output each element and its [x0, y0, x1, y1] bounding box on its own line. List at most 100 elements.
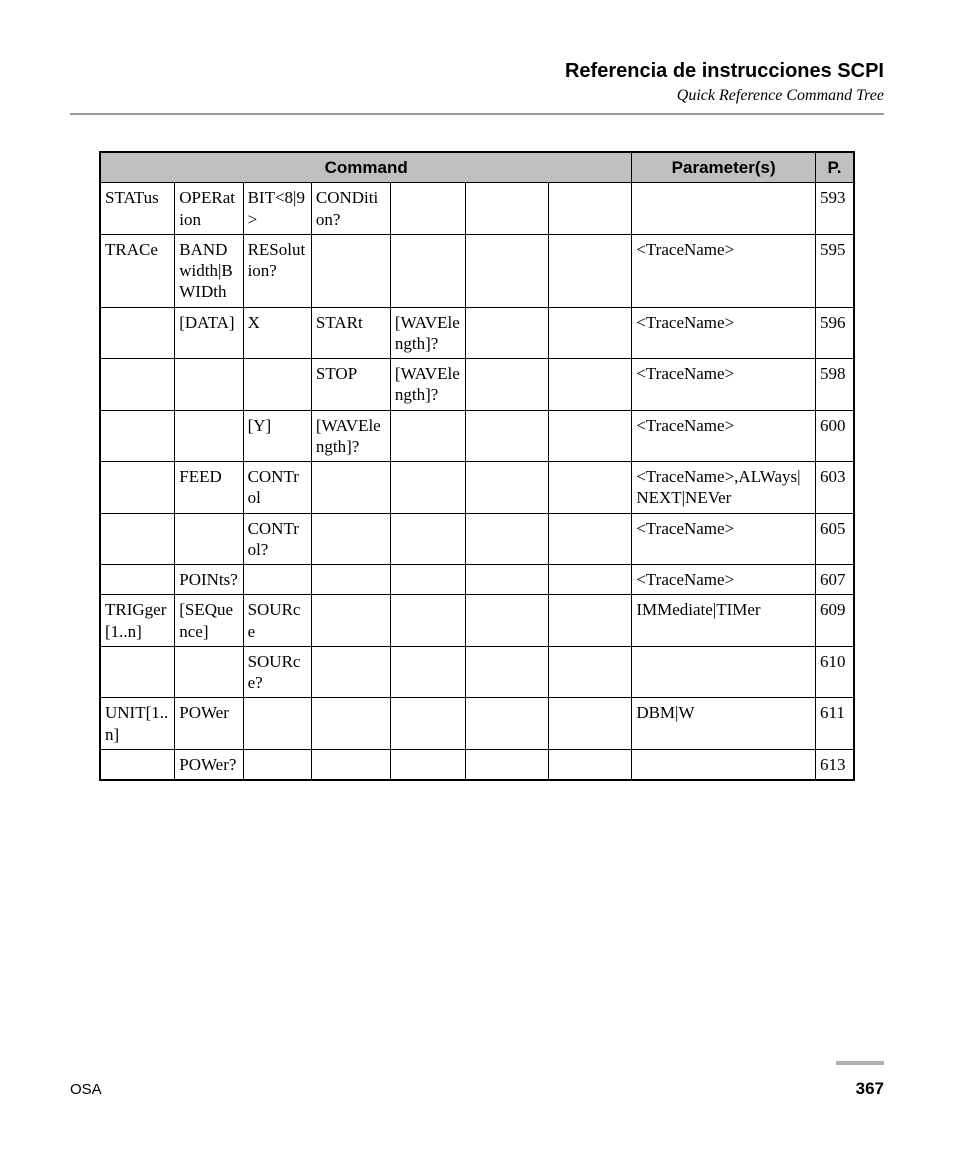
table-cell: CONTrol?	[243, 513, 311, 565]
table-cell: SOURce?	[243, 646, 311, 698]
table-cell: TRACe	[100, 234, 175, 307]
table-cell	[175, 513, 243, 565]
table-cell	[100, 646, 175, 698]
table-cell: RESolution?	[243, 234, 311, 307]
table-cell: 605	[815, 513, 854, 565]
table-cell: <TraceName>	[632, 410, 816, 462]
table-cell	[390, 646, 465, 698]
table-cell	[100, 565, 175, 595]
table-cell: <TraceName>	[632, 565, 816, 595]
table-cell	[175, 410, 243, 462]
table-cell	[390, 513, 465, 565]
table-cell	[311, 698, 390, 750]
table-cell	[311, 646, 390, 698]
table-cell: DBM|W	[632, 698, 816, 750]
table-cell	[548, 646, 631, 698]
table-cell	[243, 749, 311, 780]
page-footer: OSA 367	[70, 1079, 884, 1099]
table-cell	[390, 595, 465, 647]
table-cell: IMMediate|TIMer	[632, 595, 816, 647]
table-cell: [Y]	[243, 410, 311, 462]
table-cell	[243, 698, 311, 750]
table-row: POWer?613	[100, 749, 854, 780]
table-row: STOP[WAVElength]? <TraceName>598	[100, 359, 854, 411]
table-cell	[243, 565, 311, 595]
table-cell	[548, 462, 631, 514]
footer-accent-rule	[836, 1061, 884, 1065]
table-cell: POWer	[175, 698, 243, 750]
table-cell	[465, 595, 548, 647]
table-cell: <TraceName>	[632, 234, 816, 307]
table-cell: <TraceName>	[632, 513, 816, 565]
table-cell	[311, 749, 390, 780]
col-header-command: Command	[100, 152, 632, 183]
table-cell	[100, 410, 175, 462]
table-cell	[311, 234, 390, 307]
table-cell	[390, 234, 465, 307]
table-cell	[465, 234, 548, 307]
table-cell	[548, 359, 631, 411]
table-cell: 595	[815, 234, 854, 307]
table-cell	[100, 307, 175, 359]
col-header-page: P.	[815, 152, 854, 183]
table-cell	[311, 462, 390, 514]
table-cell	[465, 410, 548, 462]
table-cell	[548, 513, 631, 565]
table-cell: <TraceName>	[632, 359, 816, 411]
col-header-parameters: Parameter(s)	[632, 152, 816, 183]
page-subheading: Quick Reference Command Tree	[70, 87, 884, 105]
table-cell	[548, 595, 631, 647]
table-cell	[548, 307, 631, 359]
table-cell: UNIT[1..n]	[100, 698, 175, 750]
table-cell	[390, 410, 465, 462]
table-cell	[243, 359, 311, 411]
table-cell	[465, 565, 548, 595]
table-cell: 593	[815, 183, 854, 235]
command-reference-table: Command Parameter(s) P. STATusOPERationB…	[99, 151, 855, 781]
table-cell	[100, 359, 175, 411]
table-header-row: Command Parameter(s) P.	[100, 152, 854, 183]
table-cell: X	[243, 307, 311, 359]
table-cell	[465, 183, 548, 235]
table-cell	[465, 307, 548, 359]
table-row: FEEDCONTrol<TraceName>,ALWays|NEXT|NEVer…	[100, 462, 854, 514]
table-row: TRACeBANDwidth|BWIDthRESolution? <TraceNa…	[100, 234, 854, 307]
table-cell	[100, 462, 175, 514]
table-cell: [WAVElength]?	[311, 410, 390, 462]
table-cell	[632, 646, 816, 698]
table-cell	[465, 749, 548, 780]
table-cell: [WAVElength]?	[390, 307, 465, 359]
table-cell	[632, 749, 816, 780]
table-cell: STOP	[311, 359, 390, 411]
table-cell: STARt	[311, 307, 390, 359]
table-cell: CONDition?	[311, 183, 390, 235]
table-cell: 600	[815, 410, 854, 462]
table-cell: POINts?	[175, 565, 243, 595]
table-cell: 609	[815, 595, 854, 647]
table-cell	[465, 359, 548, 411]
table-row: STATusOPERationBIT<8|9>CONDition?593	[100, 183, 854, 235]
table-cell	[175, 359, 243, 411]
footer-doc-id: OSA	[70, 1081, 102, 1098]
table-cell	[175, 646, 243, 698]
table-cell: 596	[815, 307, 854, 359]
table-row: [DATA]XSTARt[WAVElength]?<TraceName>596	[100, 307, 854, 359]
table-cell: SOURce	[243, 595, 311, 647]
table-cell: 598	[815, 359, 854, 411]
table-cell: FEED	[175, 462, 243, 514]
table-cell: BANDwidth|BWIDth	[175, 234, 243, 307]
table-cell: OPERation	[175, 183, 243, 235]
page-heading: Referencia de instrucciones SCPI	[70, 60, 884, 83]
table-row: [Y][WAVElength]? <TraceName>600	[100, 410, 854, 462]
table-cell	[465, 698, 548, 750]
table-cell: 603	[815, 462, 854, 514]
table-cell	[548, 183, 631, 235]
table-cell: POWer?	[175, 749, 243, 780]
table-cell	[390, 565, 465, 595]
table-cell: STATus	[100, 183, 175, 235]
table-cell: [WAVElength]?	[390, 359, 465, 411]
table-cell: 607	[815, 565, 854, 595]
table-cell	[390, 698, 465, 750]
table-cell	[548, 234, 631, 307]
table-row: POINts? <TraceName>607	[100, 565, 854, 595]
